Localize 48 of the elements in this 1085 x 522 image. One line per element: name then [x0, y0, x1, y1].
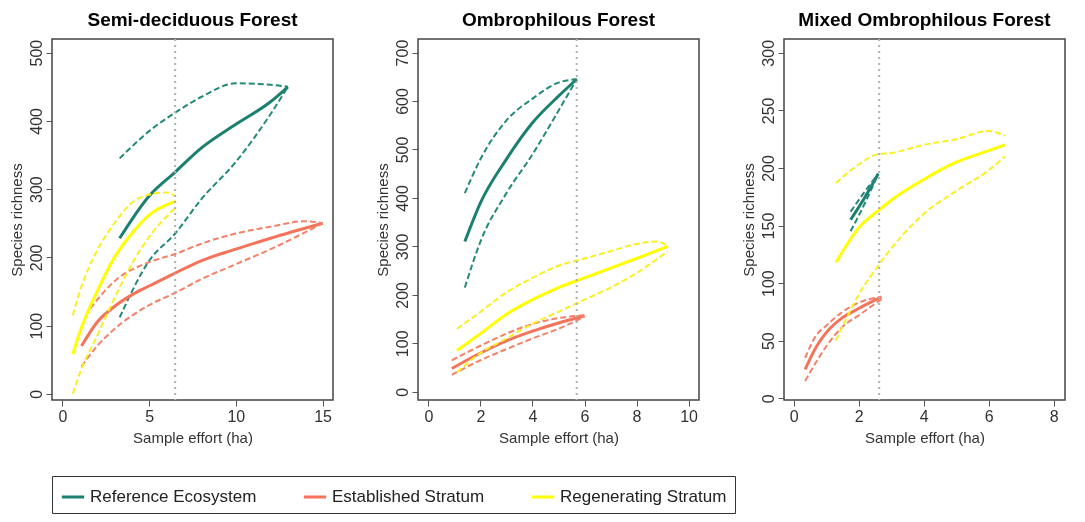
- y-tick-label: 300: [393, 233, 411, 261]
- x-tick-label: 0: [424, 407, 434, 425]
- y-axis-title: Species richness: [739, 163, 757, 277]
- x-axis-title: Sample effort (ha): [865, 428, 985, 446]
- y-tick-label: 500: [393, 136, 411, 164]
- y-tick-label: 100: [759, 270, 777, 297]
- chart-title: Mixed Ombrophilous Forest: [798, 9, 1052, 30]
- x-tick-label: 6: [984, 407, 994, 425]
- y-tick-label: 200: [27, 244, 45, 272]
- y-tick-label: 500: [27, 39, 45, 67]
- y-axis-title: Species richness: [373, 163, 391, 277]
- legend-label: Regenerating Stratum: [560, 487, 727, 506]
- y-tick-label: 50: [759, 332, 777, 351]
- y-tick-label: 700: [393, 39, 411, 67]
- x-tick-label: 10: [227, 407, 246, 425]
- chart-title: Ombrophilous Forest: [461, 9, 656, 30]
- chart-title: Semi-deciduous Forest: [87, 9, 299, 30]
- x-tick-label: 2: [854, 407, 864, 425]
- x-tick-label: 15: [314, 407, 333, 425]
- legend-label: Reference Ecosystem: [90, 487, 257, 506]
- y-tick-label: 0: [393, 387, 411, 397]
- y-tick-label: 0: [27, 389, 45, 399]
- y-tick-label: 300: [27, 176, 45, 203]
- x-tick-label: 5: [145, 407, 155, 425]
- x-tick-label: 4: [528, 407, 538, 425]
- y-tick-label: 400: [27, 107, 45, 135]
- y-tick-label: 200: [393, 281, 411, 309]
- y-tick-label: 100: [27, 312, 45, 340]
- x-tick-label: 8: [632, 407, 642, 425]
- y-tick-label: 100: [393, 330, 411, 358]
- x-tick-label: 6: [580, 407, 590, 425]
- legend-label: Established Stratum: [332, 487, 485, 506]
- y-tick-label: 300: [759, 39, 777, 67]
- x-tick-label: 0: [789, 407, 799, 425]
- y-tick-label: 250: [759, 97, 777, 125]
- y-tick-label: 200: [759, 155, 777, 182]
- x-tick-label: 2: [476, 407, 486, 425]
- x-axis-title: Sample effort (ha): [499, 428, 619, 446]
- y-tick-label: 0: [759, 394, 777, 404]
- y-tick-label: 600: [393, 88, 411, 115]
- y-axis-title: Species richness: [7, 163, 25, 277]
- x-tick-label: 4: [919, 407, 929, 425]
- x-tick-label: 10: [680, 407, 699, 425]
- x-tick-label: 8: [1049, 407, 1059, 425]
- x-tick-label: 0: [58, 407, 68, 425]
- y-tick-label: 150: [759, 212, 777, 240]
- y-tick-label: 400: [393, 184, 411, 212]
- x-axis-title: Sample effort (ha): [133, 428, 253, 446]
